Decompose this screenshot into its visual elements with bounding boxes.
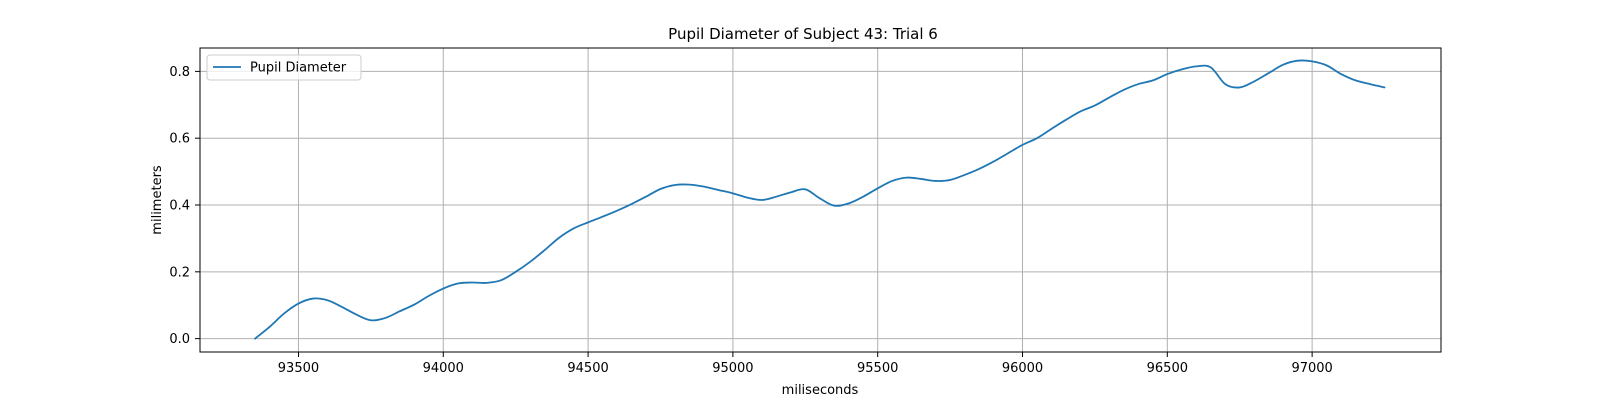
series-line-pupil-diameter [254, 59, 1386, 340]
y-tick-label: 0.6 [169, 132, 190, 147]
x-axis: 93500 94000 94500 95000 95500 96000 96500 97000 [278, 352, 1333, 376]
plot-frame [199, 47, 1442, 353]
legend-label: Pupil Diameter [250, 61, 347, 76]
legend: Pupil Diameter [206, 54, 362, 81]
x-tick-label: 96000 [1002, 361, 1043, 376]
grid [200, 48, 1441, 352]
x-tick-label: 95000 [712, 361, 753, 376]
x-tick-label: 94500 [567, 361, 608, 376]
y-axis-label: milimeters [150, 165, 165, 235]
x-tick-label: 96500 [1147, 361, 1188, 376]
x-axis-label: miliseconds [782, 383, 859, 398]
y-axis: 0.0 0.2 0.4 0.6 0.8 [169, 65, 200, 347]
legend-box [206, 54, 362, 81]
chart-title: Pupil Diameter of Subject 43: Trial 6 [668, 25, 938, 43]
y-tick-label: 0.0 [169, 332, 190, 347]
x-tick-label: 95500 [857, 361, 898, 376]
y-tick-label: 0.2 [169, 265, 190, 280]
series-layer [254, 59, 1386, 340]
x-tick-label: 97000 [1291, 361, 1332, 376]
y-tick-label: 0.4 [169, 199, 190, 214]
x-tick-label: 93500 [278, 361, 319, 376]
x-tick-label: 94000 [423, 361, 464, 376]
y-tick-label: 0.8 [169, 65, 190, 80]
